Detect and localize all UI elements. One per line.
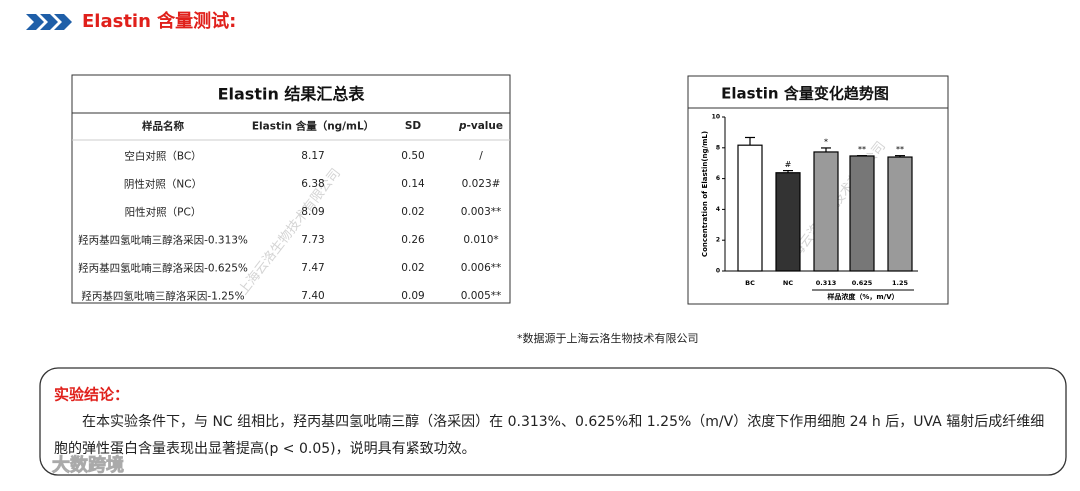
bar	[813, 151, 839, 272]
source-note: *数据源于上海云洛生物技术有限公司	[517, 331, 699, 345]
table-cell: 羟丙基四氢吡喃三醇洛采因-0.625%	[78, 262, 248, 275]
y-tick-label: 0	[716, 268, 720, 275]
table-cell: 0.010*	[463, 234, 499, 246]
table-cell: 0.09	[401, 290, 425, 302]
y-tick-label: 6	[716, 175, 720, 182]
table-cell: 0.023#	[461, 178, 501, 190]
error-bar	[821, 147, 831, 152]
corner-mark: 大数跨境	[52, 454, 124, 476]
table-title: Elastin 结果汇总表	[218, 85, 366, 104]
table-cell: 8.09	[301, 206, 325, 218]
bar	[849, 155, 875, 272]
table-cell: 0.26	[401, 234, 425, 246]
table-frame	[71, 74, 511, 304]
table-cell: 羟丙基四氢吡喃三醇洛采因-1.25%	[81, 290, 245, 303]
table-cell: 0.14	[401, 178, 425, 190]
table-cell: 0.005**	[460, 290, 502, 302]
table-cell: 羟丙基四氢吡喃三醇洛采因-0.313%	[78, 234, 248, 247]
arrows-icon	[26, 14, 72, 30]
significance-label: **	[896, 145, 904, 154]
y-tick-label: 4	[716, 206, 720, 213]
x-tick-label: BC	[745, 279, 755, 287]
y-tick-label: 10	[712, 114, 720, 121]
significance-label: *	[824, 137, 828, 146]
table-cell: 0.003**	[460, 206, 502, 218]
column-header: p-value	[458, 120, 504, 132]
x-tick-label: 1.25	[892, 279, 909, 287]
conclusion-title: 实验结论：	[54, 386, 129, 404]
table-cell: 6.38	[301, 178, 325, 190]
table-cell: 7.47	[301, 262, 325, 274]
significance-label: #	[785, 160, 792, 169]
bar	[737, 144, 763, 272]
table-cell: 7.40	[301, 290, 325, 302]
table-cell: 7.73	[301, 234, 325, 246]
bar	[775, 172, 801, 272]
column-header: 样品名称	[142, 120, 184, 133]
chart-title: Elastin 含量变化趋势图	[721, 85, 889, 103]
table-cell: 阳性对照（PC）	[124, 206, 202, 219]
table-cell: 0.02	[401, 206, 425, 218]
table-cell: 0.50	[401, 150, 425, 162]
conclusion-frame	[39, 367, 1067, 476]
significance-label: **	[858, 145, 866, 154]
y-axis-label: Concentration of Elastin(ng/mL)	[701, 131, 709, 257]
x-tick-label: 0.625	[852, 279, 873, 287]
x-axis-label: 样品浓度（%，m/V）	[827, 292, 898, 301]
x-tick-label: NC	[783, 279, 793, 287]
error-bar	[895, 155, 905, 158]
table-cell: 0.02	[401, 262, 425, 274]
column-header: Elastin 含量（ng/mL）	[251, 120, 375, 133]
x-tick-label: 0.313	[816, 279, 837, 287]
table-cell: 0.006**	[460, 262, 502, 274]
y-tick-label: 2	[716, 237, 720, 244]
watermark: 上海云洛生物技术有限公司	[236, 166, 344, 298]
table-cell: 空白对照（BC）	[124, 150, 202, 163]
page-title: Elastin 含量测试:	[82, 10, 236, 32]
chart-frame	[687, 75, 949, 305]
bar	[887, 156, 913, 272]
y-tick-label: 8	[716, 144, 720, 151]
column-header: SD	[404, 120, 422, 132]
error-bar	[783, 169, 793, 173]
conclusion-text: 在本实验条件下，与 NC 组相比，羟丙基四氢吡喃三醇（洛采因）在 0.313%、…	[54, 414, 1045, 457]
table-cell: /	[479, 150, 483, 162]
table-cell: 阴性对照（NC）	[123, 178, 203, 191]
error-bar	[745, 136, 755, 146]
table-cell: 8.17	[301, 150, 325, 162]
